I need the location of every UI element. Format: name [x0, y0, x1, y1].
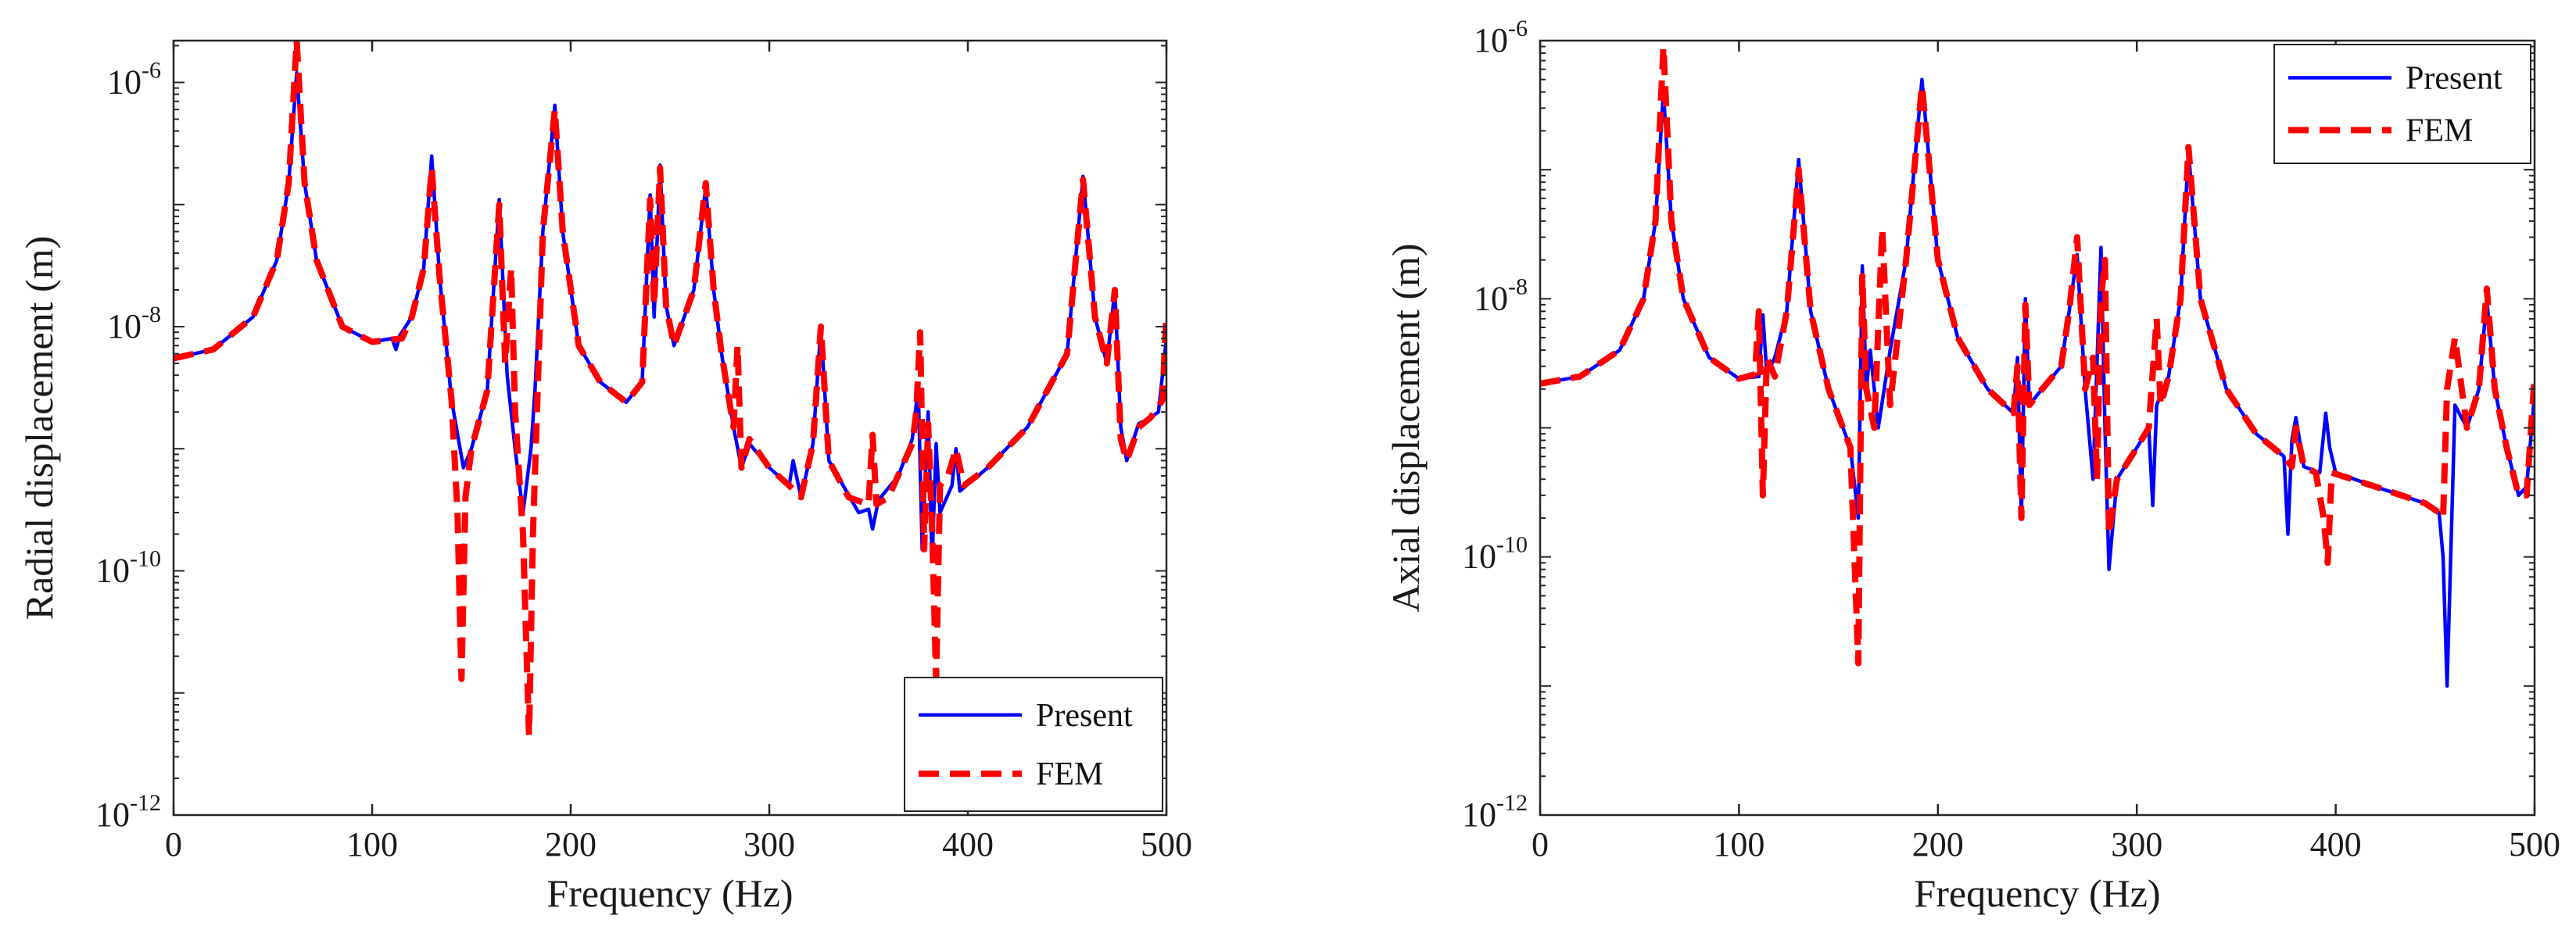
- x-tick-label: 400: [942, 825, 994, 864]
- legend-box: [904, 677, 1163, 812]
- x-tick-label: 500: [1141, 825, 1192, 864]
- x-axis-title: Frequency (Hz): [546, 871, 793, 915]
- series-line-present: [1540, 77, 2535, 688]
- y-tick-label: 10-12: [95, 790, 161, 834]
- x-tick-label: 300: [2111, 825, 2162, 864]
- radial-displacement-chart: 0 100 200 300 400 500 10-12 10-10 10-8 10-6 Freque…: [17, 39, 1192, 915]
- x-tick-label: 200: [1912, 825, 1964, 864]
- legend-label-fem: FEM: [1036, 756, 1103, 792]
- y-tick-label: 10-8: [107, 302, 161, 345]
- series-line-fem: [174, 41, 1166, 738]
- series-group: [174, 41, 1166, 738]
- y-tick-label: 10-8: [1474, 274, 1528, 317]
- x-tick-label: 0: [1532, 825, 1549, 864]
- legend: Present FEM: [904, 677, 1163, 812]
- legend: Present FEM: [2273, 44, 2531, 164]
- y-tick-label: 10-6: [107, 58, 161, 102]
- x-tick-label: 100: [1713, 825, 1765, 864]
- legend-label-fem: FEM: [2406, 113, 2473, 148]
- legend-label-present: Present: [2406, 61, 2503, 97]
- y-tick-label: 10-10: [95, 546, 161, 590]
- x-tick-label: 400: [2310, 825, 2362, 864]
- y-axis-title: Axial displacement (m): [1384, 243, 1428, 612]
- x-tick-label: 200: [545, 825, 597, 864]
- x-tick-label: 500: [2509, 825, 2560, 864]
- x-tick-label: 100: [346, 825, 398, 864]
- series-group: [1540, 43, 2535, 688]
- y-axis-title: Radial displacement (m): [17, 236, 61, 620]
- legend-label-present: Present: [1036, 698, 1133, 734]
- axial-displacement-chart: 0 100 200 300 400 500 10-12 10-10 10-8 10-6 Freque…: [1384, 16, 2560, 915]
- y-tick-label: 10-6: [1474, 16, 1528, 59]
- plot-area: [1540, 41, 2535, 815]
- y-tick-label: 10-10: [1462, 532, 1528, 576]
- x-axis-title: Frequency (Hz): [1914, 871, 2160, 915]
- y-tick-label: 10-12: [1462, 790, 1528, 834]
- x-tick-label: 0: [165, 825, 182, 864]
- axes-box: [172, 39, 1168, 817]
- series-line-fem: [1540, 43, 2535, 667]
- x-tick-label: 300: [743, 825, 795, 864]
- legend-box: [2273, 44, 2531, 164]
